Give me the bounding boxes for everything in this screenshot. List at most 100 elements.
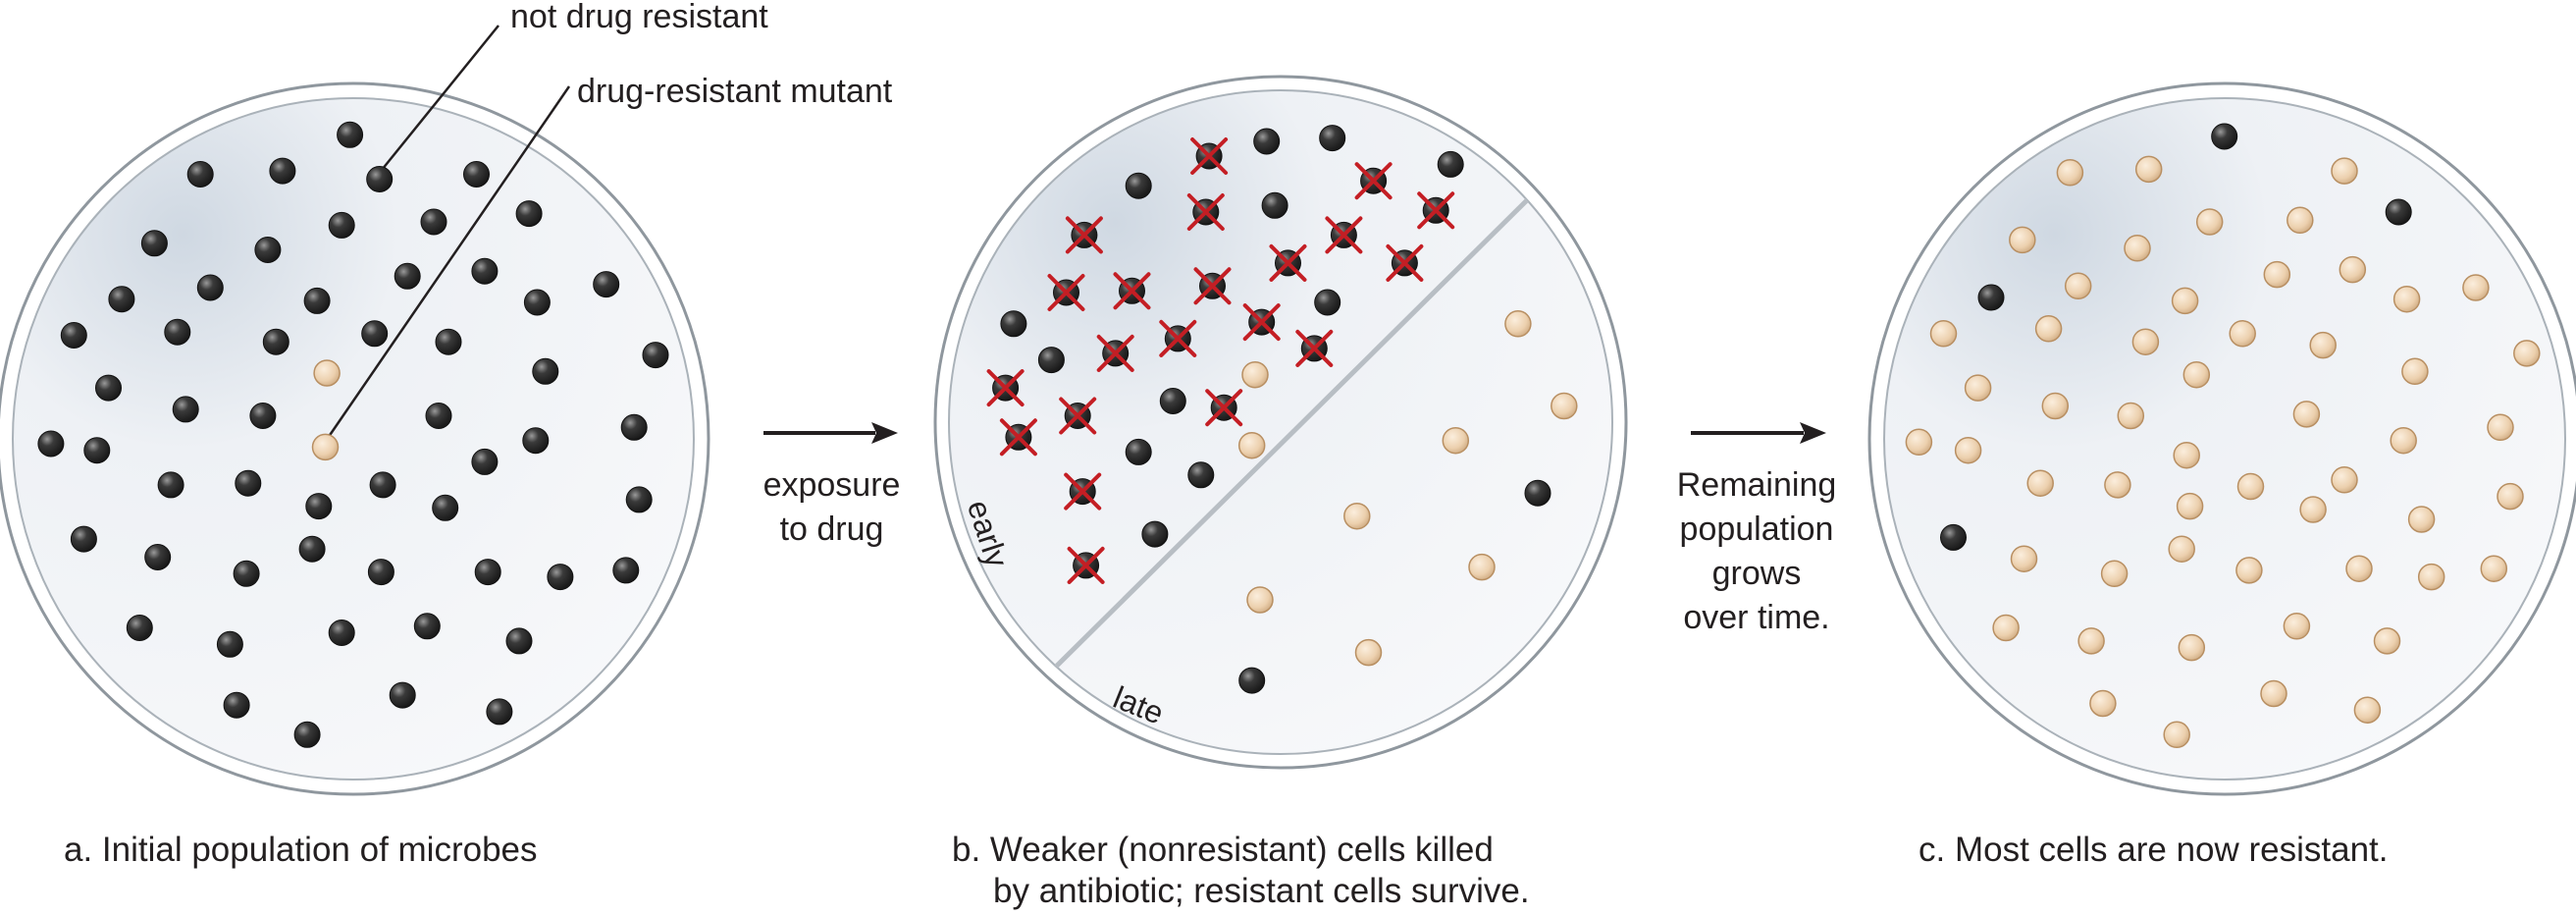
resistant-cell-c-35: [2497, 482, 2524, 511]
resistant-cell-c-17: [2229, 320, 2256, 348]
killed-cell-b-21: [1067, 546, 1105, 584]
microbe-cell-a-42: [367, 559, 394, 586]
resistant-cell-c-42: [2235, 557, 2263, 584]
killed-cell-b-2: [1354, 162, 1393, 200]
surviving-dark-cell-b-13: [1524, 479, 1551, 507]
arrow-2: [1691, 422, 1826, 444]
arrow-2-line-2: population: [1679, 511, 1834, 548]
resistant-cell-c-6: [2009, 226, 2036, 254]
surviving-dark-cell-b-14: [1238, 667, 1266, 694]
killed-cell-b-5: [1065, 216, 1103, 254]
resistant-cell-b-7: [1468, 553, 1496, 581]
resistant-cell-c-1: [2056, 159, 2084, 187]
microbe-cell-a-49: [216, 630, 243, 658]
killed-cell-b-16: [986, 369, 1025, 407]
resistant-cell-c-21: [2401, 357, 2429, 386]
microbe-cell-a-19: [303, 287, 331, 314]
arrow-2-line-3: grows: [1711, 555, 1802, 592]
surviving-dark-cell-b-12: [1141, 520, 1169, 548]
resistant-cell-c-26: [2487, 413, 2514, 442]
resistant-cell-c-34: [2331, 466, 2358, 494]
arrow-1: [763, 422, 898, 444]
microbe-cell-a-1: [337, 121, 364, 148]
surviving-dark-cell-b-11: [1187, 461, 1215, 489]
killed-cell-b-11: [1193, 267, 1232, 305]
resistant-cell-c-7: [2124, 235, 2151, 262]
label-drug-resistant-mutant: drug-resistant mutant: [577, 73, 893, 110]
arrow-2-line-1: Remaining: [1676, 466, 1837, 504]
microbe-cell-a-27: [425, 403, 452, 429]
resistant-cell-c-19: [2513, 340, 2541, 367]
resistant-cell-a-1: [313, 359, 341, 387]
resistant-cell-c-5: [2287, 206, 2314, 235]
microbe-cell-a-20: [361, 320, 389, 348]
surviving-dark-cell-b-5: [1261, 191, 1288, 219]
killed-cell-b-18: [1205, 389, 1243, 427]
microbe-cell-a-22: [523, 289, 551, 316]
resistant-cell-c-44: [2417, 563, 2445, 591]
microbe-cell-a-18: [262, 328, 289, 355]
microbe-cell-a-56: [293, 721, 321, 748]
resistant-cell-c-29: [2173, 441, 2200, 469]
killed-cell-b-19: [999, 418, 1037, 457]
microbe-cell-a-35: [369, 471, 396, 499]
arrow-1-text: exposure to drug: [746, 463, 918, 552]
microbe-cell-a-38: [70, 525, 97, 553]
resistant-cell-b-4: [1551, 392, 1578, 420]
microbe-cell-a-21: [435, 328, 462, 355]
resistant-cell-c-9: [2339, 255, 2367, 284]
microbe-cell-a-43: [432, 494, 459, 521]
microbe-cell-a-7: [254, 237, 282, 263]
surviving-dark-cell-b-8: [1037, 347, 1065, 374]
resistant-cell-a-2: [311, 433, 340, 461]
microbe-cell-a-54: [389, 681, 416, 709]
microbe-cell-a-24: [95, 374, 122, 402]
resistant-cell-c-4: [2195, 208, 2224, 236]
caption-c: c. Most cells are now resistant.: [1919, 831, 2389, 869]
microbe-cell-a-47: [625, 486, 653, 513]
callout-line-not-resistant: [377, 25, 499, 176]
resistant-cell-c-32: [2104, 471, 2131, 499]
microbe-cell-a-44: [474, 559, 501, 586]
caption-b-line-1: b. Weaker (nonresistant) cells killed: [952, 831, 1494, 869]
resistant-cell-c-54: [2163, 721, 2190, 749]
resistant-cell-c-25: [2292, 401, 2321, 428]
killed-cell-b-1: [1190, 137, 1229, 175]
resistant-cell-c-50: [2373, 627, 2401, 655]
microbe-cell-a-17: [164, 318, 191, 346]
microbe-cell-a-10: [515, 200, 543, 228]
arrow-2-line-4: over time.: [1683, 599, 1830, 636]
divider-line: [1053, 194, 1533, 670]
caption-a: a. Initial population of microbes: [64, 831, 538, 869]
resistant-cell-b-2: [1237, 431, 1266, 459]
resistant-cell-c-15: [2034, 315, 2063, 343]
microbe-cell-a-14: [471, 257, 499, 285]
resistant-cell-c-3: [2331, 157, 2358, 185]
killed-cell-b-8: [1386, 243, 1424, 282]
callout-line-resistant: [322, 85, 571, 445]
microbe-cell-a-9: [420, 208, 447, 236]
arrow-1-line-2: to drug: [779, 511, 884, 548]
killed-cell-b-20: [1064, 472, 1102, 511]
dish-b: [933, 75, 1628, 770]
remaining-dark-cell-c-3: [1977, 284, 2005, 311]
resistant-cell-c-45: [2480, 555, 2508, 582]
surviving-dark-cell-b-1: [1253, 128, 1281, 155]
microbe-cell-a-15: [593, 271, 620, 298]
microbe-cell-a-8: [328, 211, 355, 239]
resistant-cell-b-6: [1343, 502, 1371, 530]
surviving-dark-cell-b-6: [1314, 289, 1341, 316]
microbe-cell-a-2: [186, 161, 214, 188]
microbe-cell-a-28: [532, 357, 559, 385]
resistant-cell-c-28: [1954, 436, 1982, 464]
microbe-cell-a-46: [612, 557, 640, 584]
microbe-cell-a-11: [108, 286, 135, 313]
surviving-dark-cell-b-7: [1000, 310, 1027, 338]
resistant-cell-c-30: [2390, 426, 2417, 455]
resistant-cell-c-33: [2236, 472, 2265, 501]
microbe-cell-a-41: [298, 535, 326, 563]
microbe-cell-a-33: [157, 471, 184, 499]
microbe-cell-a-55: [486, 698, 513, 726]
microbe-cell-a-4: [366, 166, 394, 192]
